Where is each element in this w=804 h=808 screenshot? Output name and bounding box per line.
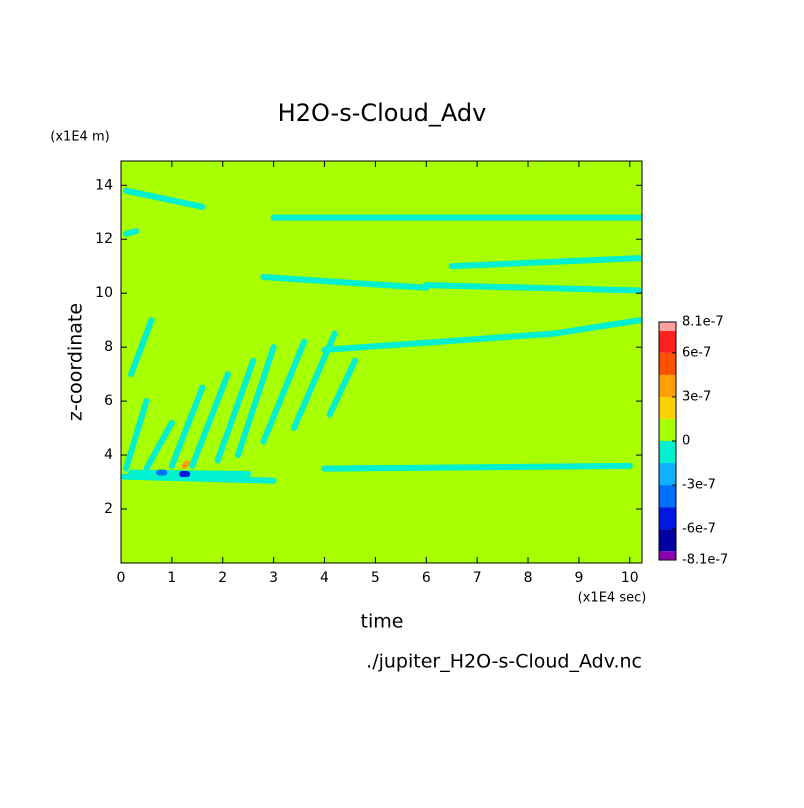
colorbar-band <box>659 551 676 560</box>
contour-feature <box>326 357 359 418</box>
plot-area <box>121 161 642 563</box>
footer: ./jupiter_H2O-s-Cloud_Adv.nc <box>366 651 642 673</box>
colorbar-tick-label: 8.1e-7 <box>682 315 724 330</box>
x-tick-label: 7 <box>473 570 482 586</box>
colorbar-band <box>659 441 676 464</box>
y-unit: (x1E4 m) <box>50 130 109 145</box>
x-unit: (x1E4 sec) <box>578 591 647 606</box>
x-tick-label: 3 <box>269 570 278 586</box>
plot-frame <box>120 160 643 564</box>
chart-title: H2O-s-Cloud_Adv <box>278 99 487 127</box>
x-tick-label: 1 <box>167 570 176 586</box>
x-tick-label: 5 <box>371 570 380 586</box>
x-axis-label: time <box>361 611 404 633</box>
contour-feature <box>321 462 633 472</box>
colorbar-band <box>659 374 676 397</box>
contour-feature <box>168 384 206 469</box>
colorbar-band <box>659 396 676 419</box>
contour-feature <box>550 317 642 337</box>
y-axis-label: z-coordinate <box>65 303 87 421</box>
colorbar-band <box>659 485 676 508</box>
contour-feature <box>235 344 277 459</box>
contour-feature <box>123 228 140 237</box>
contour-feature <box>321 336 481 353</box>
y-tick-label: 6 <box>104 393 113 409</box>
contour-feature <box>214 357 257 464</box>
colorbar-band <box>659 330 676 353</box>
axes: 0 1 2 3 4 5 6 7 8 9 1024681012148.1e-76e-73e-70-3e… <box>95 160 728 586</box>
x-tick-label: 0 <box>117 570 126 586</box>
colorbar-band <box>659 529 676 552</box>
x-tick-label: 6 <box>422 570 431 586</box>
colorbar-tick-label: 0 <box>682 434 690 449</box>
colorbar-tick-label: -8.1e-7 <box>682 553 728 568</box>
contour-feature <box>128 317 155 378</box>
contour-feature <box>123 398 150 472</box>
contour-feature <box>143 419 175 472</box>
colorbar-tick-label: -3e-7 <box>682 478 716 493</box>
contour-feature <box>181 460 191 469</box>
colorbar-tick-label: 6e-7 <box>682 345 711 360</box>
field-background <box>121 161 642 563</box>
y-tick-label: 14 <box>95 177 113 193</box>
y-tick-label: 2 <box>104 501 113 517</box>
contour-feature <box>123 187 206 210</box>
colorbar-band <box>659 418 676 441</box>
colorbar-band <box>659 352 676 375</box>
colorbar-tick-label: -6e-7 <box>682 522 716 537</box>
y-tick-label: 8 <box>104 339 113 355</box>
x-tick-label: 4 <box>320 570 329 586</box>
x-tick-label: 8 <box>524 570 533 586</box>
contour-feature <box>474 330 557 343</box>
contour-feature <box>260 274 430 291</box>
contour-feature <box>448 255 642 270</box>
x-tick-label: 10 <box>621 570 639 586</box>
y-tick-label: 4 <box>104 447 113 463</box>
contour-feature <box>121 473 277 484</box>
colorbar-tick-label: 3e-7 <box>682 389 711 404</box>
colorbar-band <box>659 322 676 331</box>
contour-feature <box>260 338 308 445</box>
colorbar-band <box>659 507 676 530</box>
contour-feature <box>423 282 642 294</box>
colorbar-band <box>659 463 676 486</box>
contour-feature <box>189 371 231 469</box>
y-tick-label: 12 <box>95 231 113 247</box>
x-tick-label: 9 <box>574 570 583 586</box>
y-tick-label: 10 <box>95 285 113 301</box>
x-tick-label: 2 <box>218 570 227 586</box>
